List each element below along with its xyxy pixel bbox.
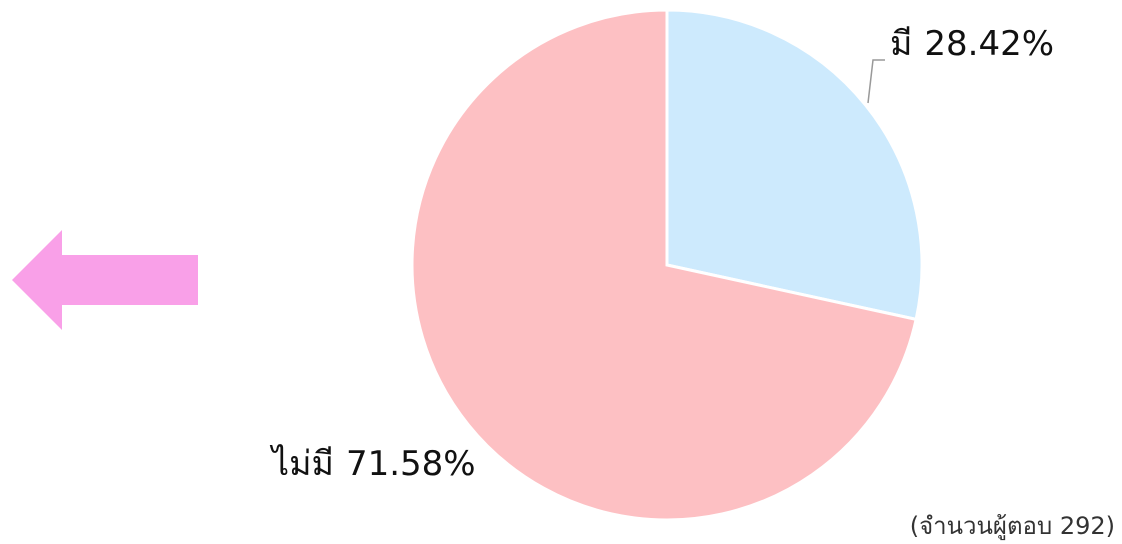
- pie: [410, 8, 924, 522]
- back-arrow: [12, 230, 198, 330]
- slice-value: 71.58%: [346, 444, 476, 484]
- pie-slice: [410, 8, 918, 522]
- annotation: (จำนวนผู้ตอบ 292): [910, 512, 1115, 541]
- slice-category: มี: [890, 24, 912, 64]
- leader-line: [867, 59, 885, 104]
- pie-slice: [665, 8, 924, 322]
- slice-category: ไม่มี: [269, 444, 334, 484]
- slice-label: ไม่มี 71.58%: [269, 444, 476, 484]
- slice-label: มี 28.42%: [890, 24, 1054, 64]
- slice-value: 28.42%: [924, 24, 1054, 64]
